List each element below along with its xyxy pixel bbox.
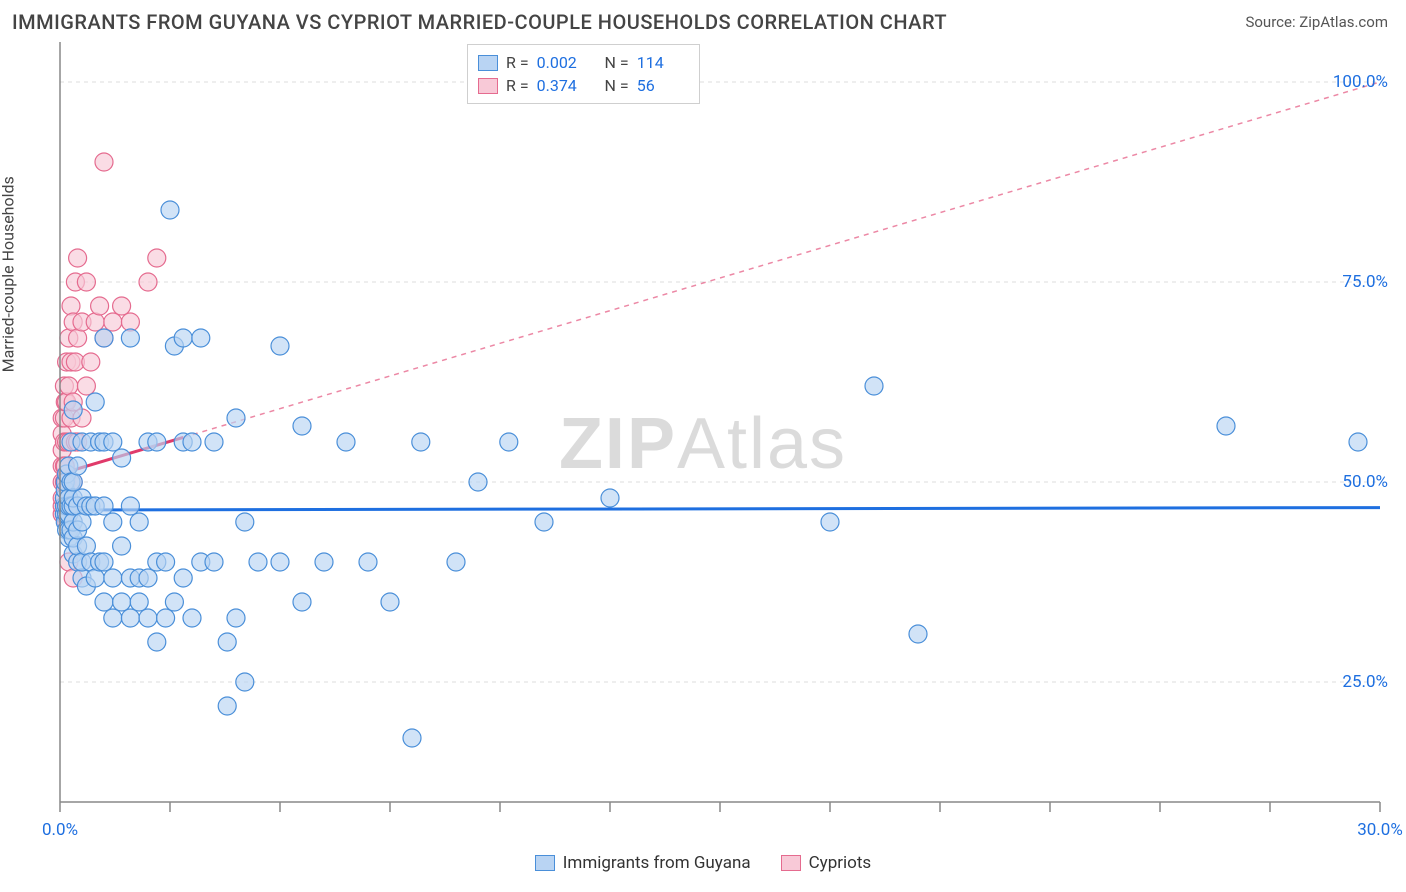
legend-swatch [535, 855, 555, 871]
y-tick-label: 75.0% [1342, 272, 1388, 292]
legend-item: Immigrants from Guyana [535, 853, 751, 873]
chart-title: IMMIGRANTS FROM GUYANA VS CYPRIOT MARRIE… [12, 10, 947, 34]
y-tick-label: 25.0% [1342, 672, 1388, 692]
y-tick-label: 50.0% [1342, 472, 1388, 492]
stat-label: N = [597, 76, 629, 95]
stat-r-value: 0.002 [537, 53, 589, 72]
bottom-legend: Immigrants from Guyana Cypriots [12, 846, 1394, 880]
stat-n-value: 56 [637, 76, 689, 95]
legend-swatch [781, 855, 801, 871]
legend-swatch [478, 78, 498, 94]
legend-label: Cypriots [809, 853, 872, 873]
legend-label: Immigrants from Guyana [563, 853, 751, 873]
chart-svg [12, 42, 1394, 880]
y-tick-label: 100.0% [1333, 72, 1388, 92]
y-axis-label: Married-couple Households [0, 176, 18, 372]
stats-legend-box: R = 0.002 N = 114 R = 0.374 N = 56 [467, 44, 700, 104]
x-tick-label: 30.0% [1357, 820, 1403, 840]
stat-label: R = [506, 53, 529, 72]
chart-source: Source: ZipAtlas.com [1245, 13, 1388, 31]
stat-n-value: 114 [637, 53, 689, 72]
legend-swatch [478, 55, 498, 71]
legend-item: Cypriots [781, 853, 872, 873]
stat-label: N = [597, 53, 629, 72]
chart-area: Married-couple Households ZIPAtlas R =0.… [12, 42, 1394, 880]
stats-row: R = 0.374 N = 56 [478, 74, 689, 97]
stat-r-value: 0.374 [537, 76, 589, 95]
x-tick-label: 0.0% [42, 820, 78, 840]
stats-row: R = 0.002 N = 114 [478, 51, 689, 74]
chart-header: IMMIGRANTS FROM GUYANA VS CYPRIOT MARRIE… [0, 0, 1406, 40]
stat-label: R = [506, 76, 529, 95]
